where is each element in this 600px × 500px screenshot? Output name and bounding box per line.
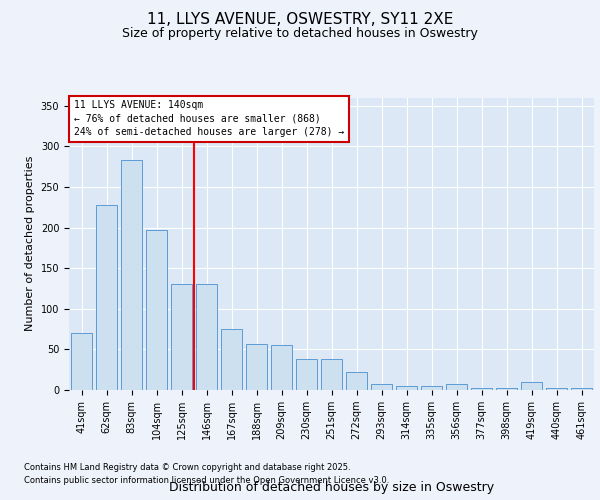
Y-axis label: Number of detached properties: Number of detached properties bbox=[25, 156, 35, 332]
Text: Size of property relative to detached houses in Oswestry: Size of property relative to detached ho… bbox=[122, 28, 478, 40]
Bar bbox=[121, 160, 142, 390]
Text: Contains public sector information licensed under the Open Government Licence v3: Contains public sector information licen… bbox=[24, 476, 389, 485]
Text: 11 LLYS AVENUE: 140sqm
← 76% of detached houses are smaller (868)
24% of semi-de: 11 LLYS AVENUE: 140sqm ← 76% of detached… bbox=[74, 100, 344, 137]
Bar bbox=[221, 329, 242, 390]
Bar bbox=[146, 230, 167, 390]
Bar bbox=[521, 382, 542, 390]
Bar bbox=[571, 388, 592, 390]
Bar bbox=[246, 344, 267, 390]
Bar bbox=[496, 388, 517, 390]
Bar bbox=[196, 284, 217, 390]
Text: Contains HM Land Registry data © Crown copyright and database right 2025.: Contains HM Land Registry data © Crown c… bbox=[24, 462, 350, 471]
Bar bbox=[96, 205, 117, 390]
Bar bbox=[421, 386, 442, 390]
Bar bbox=[471, 388, 492, 390]
Bar bbox=[71, 333, 92, 390]
Bar bbox=[546, 388, 567, 390]
Bar bbox=[396, 386, 417, 390]
Bar bbox=[346, 372, 367, 390]
Bar bbox=[296, 359, 317, 390]
Bar bbox=[321, 359, 342, 390]
Bar bbox=[171, 284, 192, 390]
X-axis label: Distribution of detached houses by size in Oswestry: Distribution of detached houses by size … bbox=[169, 481, 494, 494]
Bar bbox=[446, 384, 467, 390]
Bar bbox=[271, 346, 292, 390]
Text: 11, LLYS AVENUE, OSWESTRY, SY11 2XE: 11, LLYS AVENUE, OSWESTRY, SY11 2XE bbox=[147, 12, 453, 28]
Bar bbox=[371, 384, 392, 390]
